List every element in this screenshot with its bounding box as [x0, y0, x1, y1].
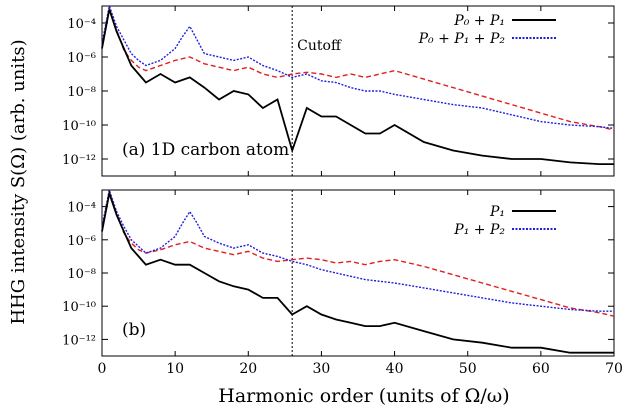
legend-label: P₁ + P₂ — [453, 222, 505, 238]
y-tick-label: 10⁻⁶ — [67, 51, 96, 66]
y-tick-label: 10⁻¹⁰ — [62, 300, 96, 315]
y-axis-label: HHG intensity S(Ω) (arb. units) — [8, 39, 29, 324]
y-tick-label: 10⁻¹⁰ — [62, 119, 96, 134]
y-tick-label: 10⁻⁶ — [67, 234, 96, 249]
legend-label: P₀ + P₁ — [453, 13, 505, 29]
x-tick-label: 70 — [605, 361, 623, 377]
x-axis-label: Harmonic order (units of Ω/ω) — [218, 385, 509, 407]
plot-frame — [101, 189, 615, 357]
x-tick-label: 0 — [98, 361, 107, 377]
x-tick-label: 50 — [459, 361, 477, 377]
panel-annotation: (a) 1D carbon atom — [122, 140, 289, 160]
series-line — [101, 189, 614, 354]
x-tick-label: 10 — [166, 361, 184, 377]
x-tick-label: 20 — [239, 361, 257, 377]
y-tick-label: 10⁻¹² — [62, 333, 96, 348]
y-tick-label: 10⁻⁸ — [67, 267, 96, 282]
y-tick-label: 10⁻⁸ — [67, 85, 96, 100]
cutoff-label: Cutoff — [297, 38, 342, 54]
legend-label: P₁ — [489, 204, 505, 220]
y-tick-label: 10⁻⁴ — [67, 201, 96, 216]
x-tick-label: 40 — [386, 361, 404, 377]
series-line — [101, 188, 615, 317]
panel-b: 0 10 20 30 40 50 60 70 10⁻⁴ 10⁻⁶ 10⁻⁸ 10⁻¹⁰ 10⁻¹² (b)… — [62, 187, 623, 377]
series-line — [101, 3, 615, 130]
panel-a: 10⁻⁴ 10⁻⁶ 10⁻⁸ 10⁻¹⁰ 10⁻¹² Cutoff (a) 1D carbo… — [62, 3, 615, 177]
x-tick-label: 30 — [313, 361, 331, 377]
series-line — [101, 187, 614, 312]
legend-label: P₀ + P₁ + P₂ — [418, 31, 506, 47]
y-tick-label: 10⁻⁴ — [67, 17, 96, 32]
panel-annotation: (b) — [122, 320, 146, 340]
series-line — [101, 7, 615, 131]
y-tick-label: 10⁻¹² — [62, 153, 96, 168]
series-line — [101, 9, 614, 166]
x-tick-label: 60 — [532, 361, 550, 377]
